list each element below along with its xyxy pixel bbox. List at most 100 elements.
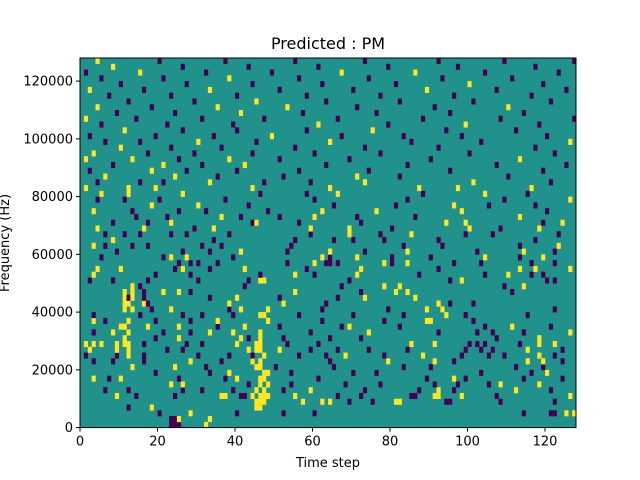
heatmap-cell — [448, 109, 453, 117]
heatmap-cell — [502, 196, 507, 203]
heatmap-cell — [320, 208, 325, 215]
heatmap-cell — [122, 335, 127, 342]
heatmap-cell — [262, 277, 267, 284]
heatmap-cell — [227, 75, 232, 82]
heatmap-cell — [118, 265, 123, 272]
heatmap-cell — [328, 398, 333, 405]
heatmap-cell — [359, 265, 364, 272]
heatmap-cell — [122, 300, 127, 307]
heatmap-cell — [149, 202, 154, 209]
heatmap-cell — [95, 225, 100, 232]
heatmap-cell — [204, 69, 209, 76]
heatmap-cell — [103, 231, 108, 238]
heatmap-cell — [397, 323, 402, 330]
heatmap-cell — [436, 144, 441, 151]
heatmap-cell — [545, 369, 550, 376]
heatmap-cell — [266, 208, 271, 215]
heatmap-cell — [173, 173, 178, 180]
heatmap-cell — [293, 289, 298, 296]
heatmap-cell — [258, 329, 263, 336]
heatmap-cell — [541, 167, 546, 174]
heatmap-cell — [149, 306, 154, 313]
heatmap-cell — [347, 231, 352, 238]
heatmap-cell — [479, 346, 484, 353]
heatmap-cell — [254, 404, 259, 411]
heatmap-cell — [517, 242, 523, 249]
heatmap-cell — [180, 248, 185, 255]
heatmap-cell — [382, 317, 387, 324]
heatmap-cell — [347, 277, 352, 284]
heatmap-cell — [517, 340, 523, 348]
heatmap-cell — [188, 289, 193, 296]
heatmap-cell — [235, 410, 240, 417]
heatmap-cell — [145, 219, 151, 226]
heatmap-cell — [99, 254, 104, 261]
y-axis: 0 20000 40000 60000 80000 100000 120000 — [23, 75, 80, 436]
heatmap-cell — [235, 167, 240, 174]
heatmap-cell — [428, 317, 433, 324]
heatmap-cell — [483, 190, 488, 197]
heatmap-cell — [285, 248, 290, 255]
heatmap-cell — [215, 104, 220, 111]
heatmap-cell — [486, 202, 492, 209]
heatmap-cell — [502, 283, 507, 290]
heatmap-cell — [467, 340, 472, 348]
heatmap-cell — [250, 81, 255, 88]
heatmap-cell — [405, 346, 410, 353]
heatmap-cell — [95, 196, 100, 203]
heatmap-cell — [91, 312, 96, 319]
heatmap-cell — [312, 150, 317, 157]
heatmap-cell — [444, 398, 449, 405]
heatmap-cell — [87, 346, 92, 353]
heatmap-cell — [355, 104, 360, 111]
heatmap-cell — [95, 58, 100, 65]
heatmap-cell — [250, 150, 255, 157]
heatmap-cell — [223, 58, 228, 65]
heatmap-cell — [568, 329, 573, 336]
heatmap-cell — [153, 335, 158, 342]
heatmap-cell — [463, 375, 468, 382]
heatmap-cell — [219, 358, 224, 365]
heatmap-cell — [521, 283, 526, 290]
heatmap-cell — [114, 340, 120, 348]
x-tick-label: 20 — [149, 435, 166, 450]
heatmap-cell — [506, 173, 511, 180]
heatmap-cell — [138, 138, 143, 145]
heatmap-cell — [103, 387, 108, 394]
heatmap-cell — [428, 364, 433, 371]
heatmap-cell — [111, 329, 116, 336]
heatmap-cell — [444, 312, 449, 319]
heatmap-cell — [103, 242, 108, 249]
heatmap-cell — [463, 231, 468, 238]
heatmap-cell — [165, 346, 170, 353]
heatmap-cell — [83, 115, 89, 122]
heatmap-cell — [498, 115, 503, 122]
heatmap-cell — [552, 306, 557, 313]
heatmap-cell — [180, 63, 185, 70]
heatmap-cell — [514, 364, 519, 371]
heatmap-cell — [529, 185, 534, 192]
heatmap-cell — [173, 364, 178, 371]
heatmap-cell — [463, 346, 468, 353]
heatmap-cell — [83, 156, 89, 163]
heatmap-cell — [188, 358, 193, 365]
heatmap-cell — [188, 260, 193, 267]
heatmap-cell — [153, 369, 158, 376]
heatmap-cell — [169, 144, 174, 151]
heatmap-cell — [173, 421, 178, 428]
heatmap-cell — [498, 398, 503, 405]
heatmap-cell — [541, 271, 546, 278]
heatmap-cell — [521, 109, 526, 117]
heatmap-cell — [180, 190, 185, 197]
y-tick-label: 60000 — [32, 248, 73, 263]
heatmap-cell — [111, 358, 116, 365]
heatmap-cell — [176, 156, 182, 163]
heatmap-cell — [200, 161, 205, 169]
heatmap-cell — [165, 121, 170, 128]
heatmap-cell — [145, 242, 151, 249]
heatmap-cell — [506, 271, 511, 278]
heatmap-cell — [200, 115, 205, 122]
heatmap-cell — [130, 289, 135, 296]
heatmap-cell — [142, 86, 147, 93]
heatmap-cell — [320, 254, 325, 261]
